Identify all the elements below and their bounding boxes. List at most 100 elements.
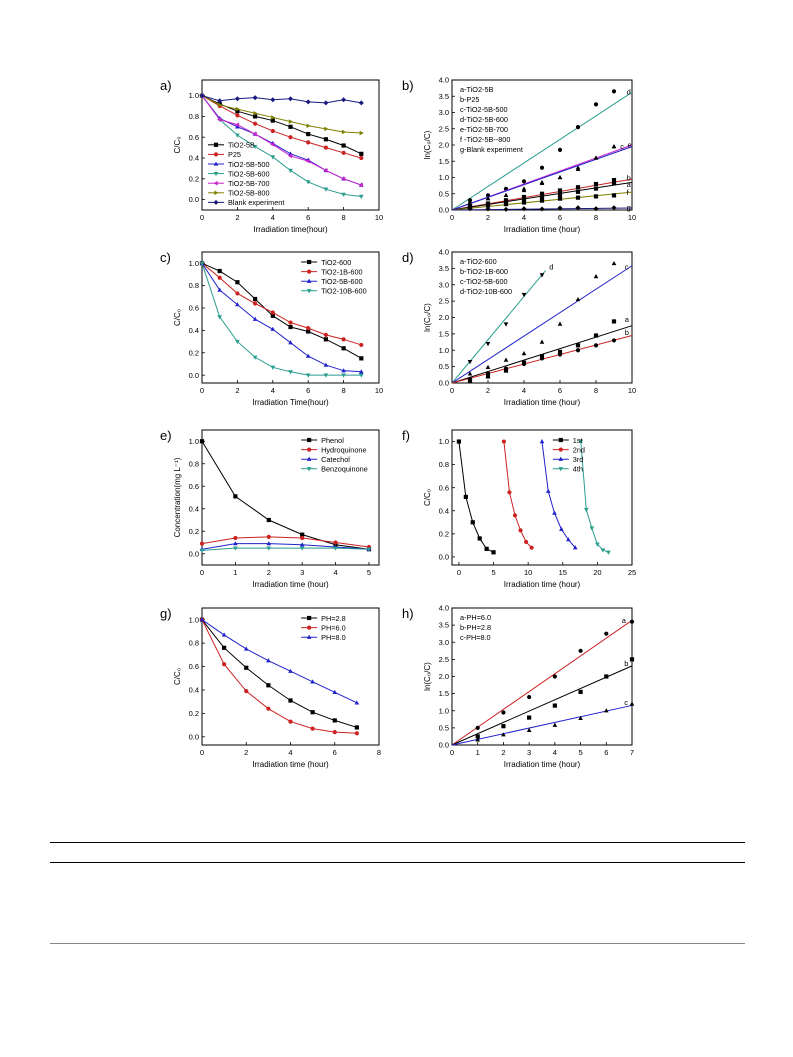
x-tick-label: 8: [594, 386, 598, 395]
plot-frame: [201, 607, 380, 746]
data-point: [305, 99, 311, 105]
legend-entry: d-TiO2-10B-600: [460, 287, 512, 296]
data-point: [253, 296, 258, 302]
data-point: [593, 186, 599, 191]
data-point: [512, 513, 518, 518]
data-point: [527, 694, 532, 700]
series-TiO2-5B: [199, 93, 364, 156]
series-TiO2-10B-600: [199, 261, 364, 378]
legend-marker: [558, 456, 564, 461]
panel-g: g) 0 2 4 6 8 0.0 0.2 0.4 0.6 0.8 1.0 Irradiation tim…: [160, 606, 381, 769]
legend: TiO2-600TiO2-1B-600TiO2-5B-600TiO2-10B-6…: [301, 258, 367, 296]
curve-label: c: [624, 698, 628, 707]
data-point: [270, 155, 276, 160]
series-1st: [456, 439, 496, 555]
y-tick-label: 2.0: [439, 313, 449, 322]
data-point: [358, 373, 364, 378]
data-point: [475, 737, 481, 742]
data-point: [199, 93, 205, 99]
data-point: [358, 100, 364, 106]
x-tick-label: 2: [235, 213, 239, 222]
y-tick-label: 0.8: [189, 281, 199, 290]
curve-label: f: [627, 188, 630, 197]
series-line: [580, 441, 609, 553]
x-tick-label: 8: [377, 748, 381, 757]
data-point: [299, 546, 305, 551]
legend-entry: 4th: [573, 465, 583, 474]
y-tick-label: 0.0: [189, 195, 199, 204]
data-point: [523, 539, 529, 545]
series-line: [541, 441, 576, 549]
data-point: [593, 102, 599, 107]
y-tick-label: 0.8: [189, 639, 199, 648]
x-tick-label: 7: [630, 748, 634, 757]
y-tick-label: 0.2: [439, 529, 449, 538]
data-point: [572, 545, 578, 550]
data-point: [484, 546, 489, 551]
data-point: [575, 185, 581, 190]
panel-label: b): [402, 78, 414, 93]
data-point: [288, 320, 293, 325]
data-point: [288, 340, 293, 345]
data-point: [253, 114, 258, 119]
data-point: [341, 337, 346, 342]
legend-marker: [306, 467, 312, 472]
data-point: [557, 192, 563, 197]
data-point: [501, 732, 506, 737]
data-point: [565, 537, 571, 542]
data-point: [253, 301, 258, 306]
legend-entry: f -TiO2-5B--800: [460, 135, 510, 144]
data-point: [288, 124, 293, 129]
y-tick-label: 1.5: [439, 157, 449, 166]
y-tick-label: 0.0: [189, 732, 199, 741]
y-tick-label: 0.0: [189, 371, 199, 380]
x-tick-label: 6: [306, 213, 310, 222]
data-point: [235, 291, 240, 296]
legend-marker: [307, 625, 312, 630]
data-point: [252, 95, 258, 101]
panel-label: e): [160, 428, 172, 443]
legend-entry: e-TiO2-5B-700: [460, 125, 508, 134]
y-tick-label: 1.0: [439, 173, 449, 182]
x-tick-label: 2: [486, 213, 490, 222]
data-point: [199, 261, 205, 266]
legend-marker: [306, 278, 312, 283]
legend-entry: PH=6.0: [321, 623, 346, 632]
panel-c: c) 0 2 4 6 8 10 0.0 0.2 0.4 0.6 0.8 1.0 Irradiation T…: [160, 250, 383, 407]
data-point: [521, 206, 527, 212]
series-line: [201, 536, 370, 548]
data-point: [199, 548, 205, 553]
legend: TiO2-5BP25TiO2-5B-500TiO2-5B-600TiO2-5B-…: [208, 141, 284, 207]
data-point: [359, 342, 364, 348]
series-2nd: [501, 439, 534, 550]
data-point: [310, 710, 315, 715]
data-point: [323, 332, 328, 337]
legend-marker: [213, 161, 219, 166]
series-line: [201, 619, 358, 728]
legend-marker: [307, 269, 312, 274]
fit-line: [451, 265, 633, 384]
x-tick-label: 4: [271, 213, 275, 222]
data-point: [306, 329, 311, 334]
data-point: [366, 547, 372, 552]
data-point: [518, 528, 523, 533]
y-tick-label: 1.0: [439, 346, 449, 355]
y-axis-label: C/C₀: [173, 136, 182, 153]
data-point: [501, 439, 507, 444]
legend-entry: TiO2-5B-800: [228, 189, 270, 198]
data-point: [467, 371, 473, 376]
data-point: [287, 153, 293, 159]
curve-label: d: [627, 87, 631, 96]
legend-entry: Hydroquinone: [321, 445, 366, 454]
x-tick-label: 3: [300, 568, 304, 577]
data-point: [305, 158, 310, 164]
data-point: [545, 488, 551, 493]
y-tick-label: 1.5: [439, 689, 449, 698]
legend-marker: [306, 634, 312, 639]
series-TiO2-5B-500: [199, 93, 364, 187]
data-point: [310, 679, 315, 684]
x-axis-label: Irradiation time (hour): [252, 580, 329, 589]
data-point: [539, 198, 545, 203]
data-point: [593, 206, 599, 212]
data-point: [218, 102, 223, 108]
